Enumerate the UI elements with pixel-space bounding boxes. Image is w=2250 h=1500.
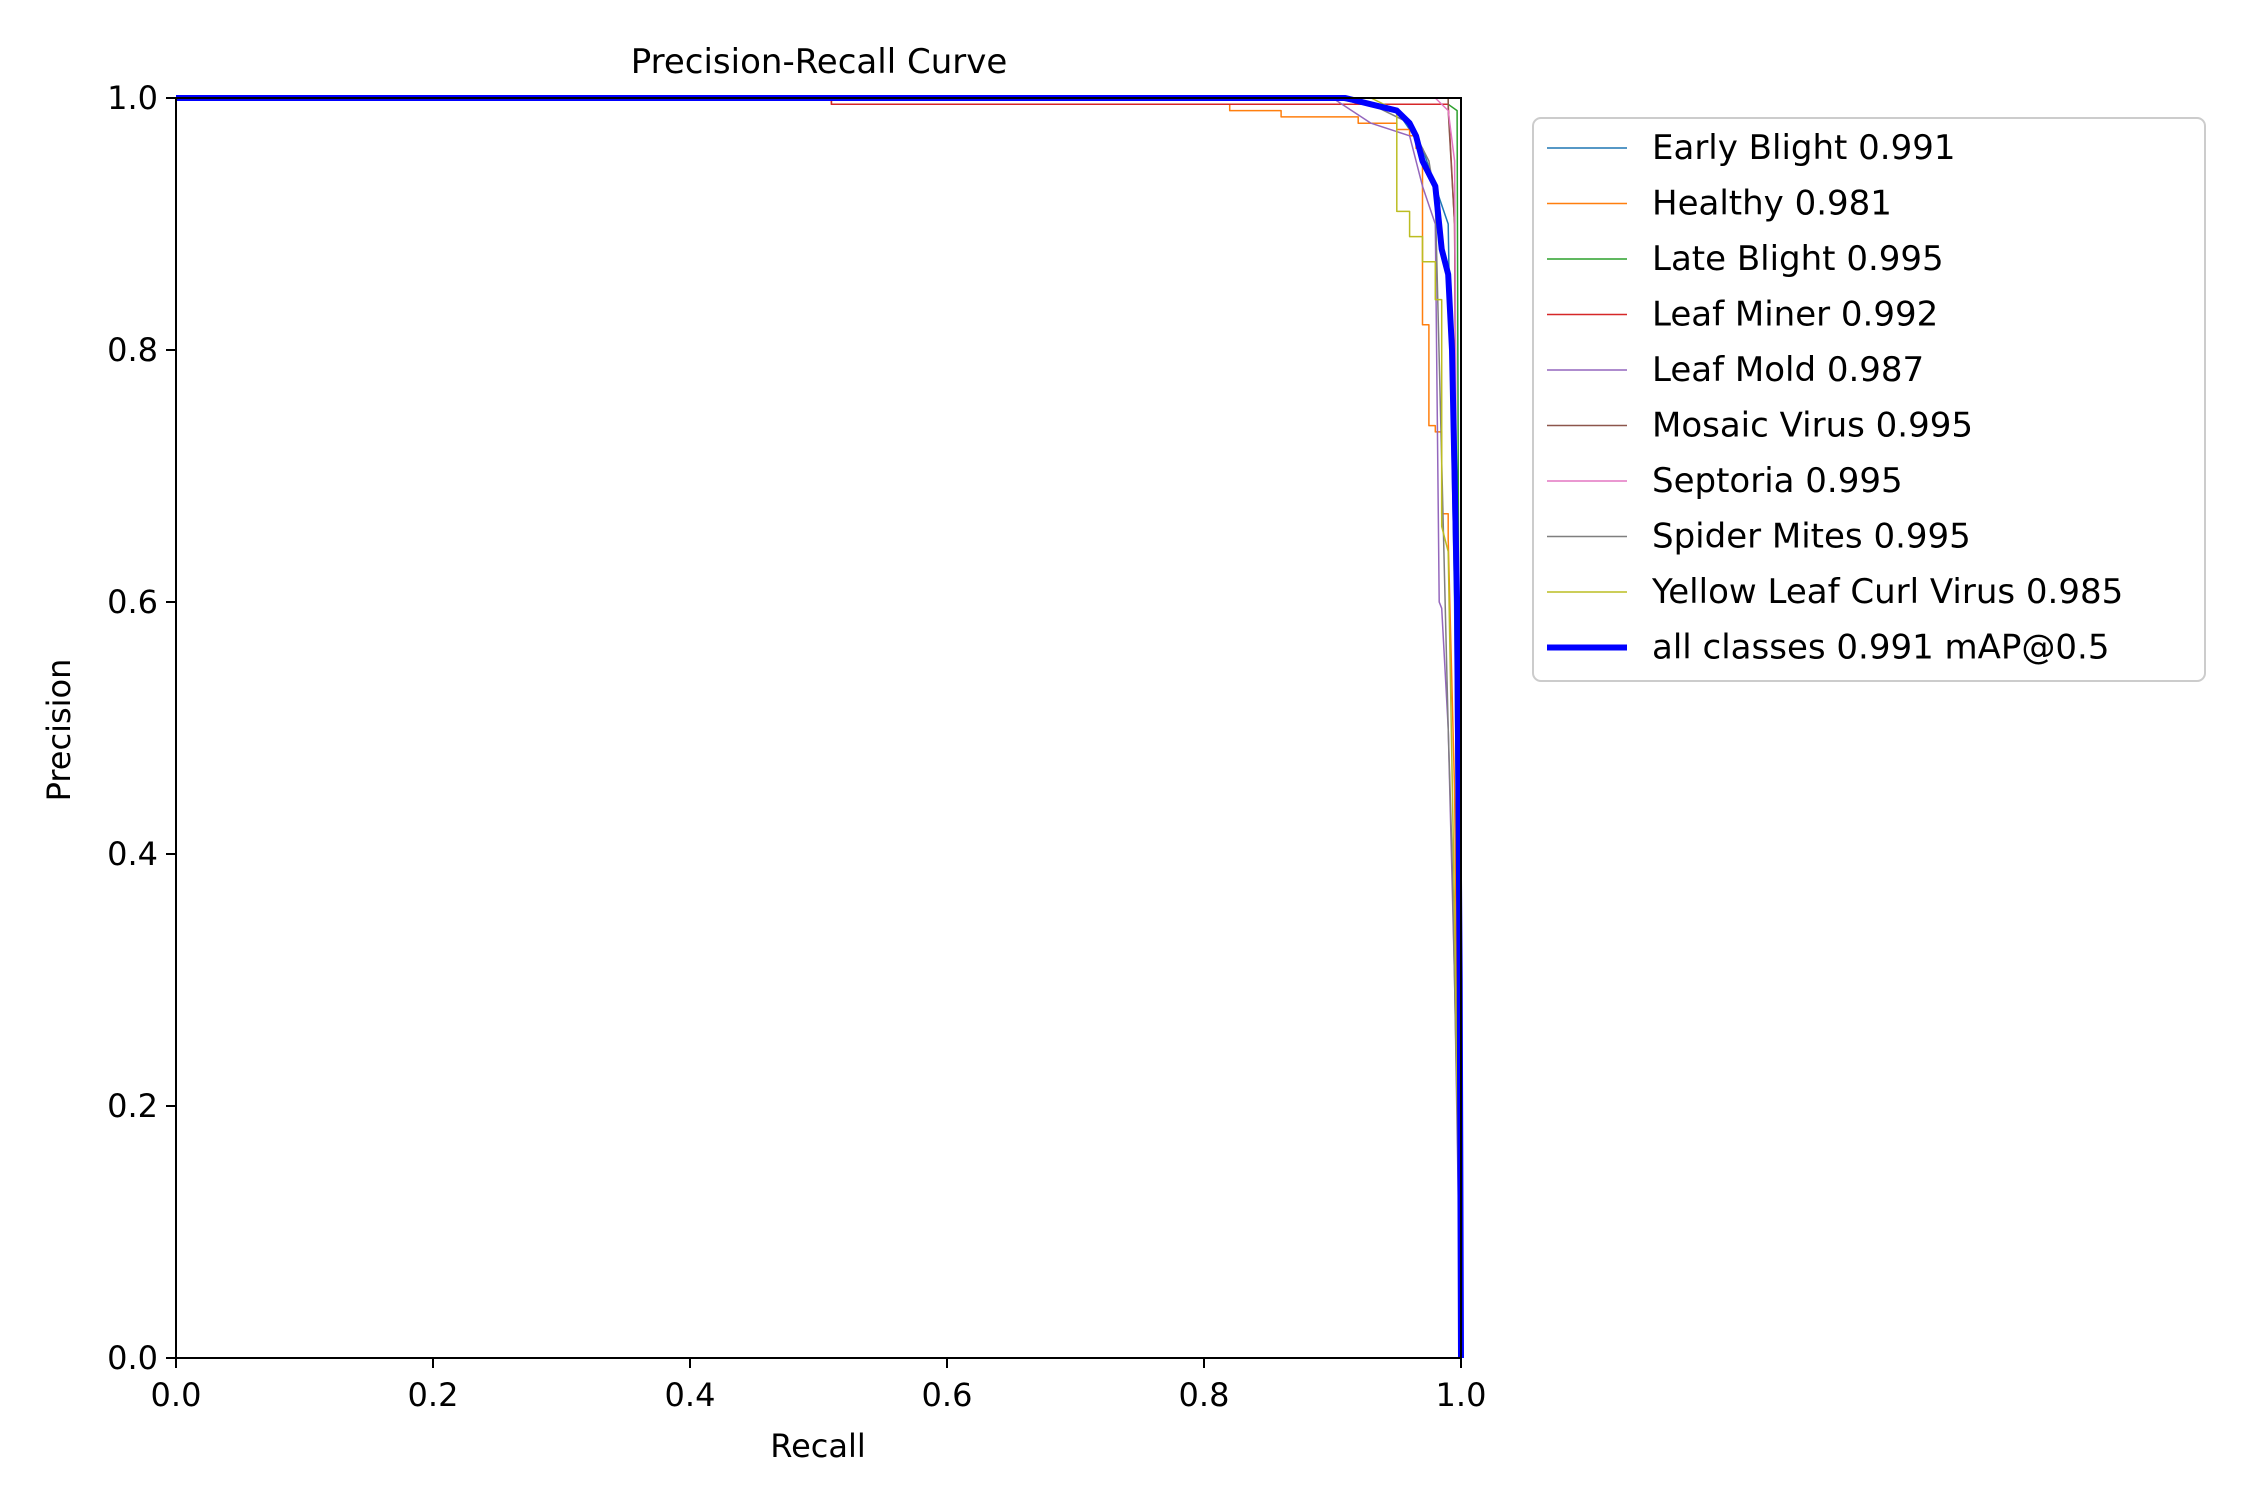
x-tick-label: 0.0: [151, 1376, 202, 1414]
chart-title: Precision-Recall Curve: [631, 42, 1008, 82]
y-axis-ticks: 0.0 0.2 0.4 0.6 0.8 1.0: [107, 79, 176, 1377]
x-tick-label: 0.2: [408, 1376, 459, 1414]
series-line-9: [176, 97, 1462, 1359]
legend-label-6: Mosaic Virus 0.995: [1652, 406, 1973, 446]
x-axis-label: Recall: [770, 1427, 865, 1465]
plot-frame: [175, 97, 1462, 1359]
y-tick-label: 1.0: [107, 79, 158, 117]
plot-area: [175, 95, 1464, 1359]
y-tick-label: 0.4: [107, 835, 158, 873]
legend: Early Blight 0.991 Healthy 0.981 Late Blig…: [1532, 117, 2206, 682]
y-tick-label: 0.2: [107, 1087, 158, 1125]
legend-label-5: Leaf Mold 0.987: [1652, 350, 1924, 390]
legend-label-1: Early Blight 0.991: [1652, 128, 1956, 168]
legend-label-2: Healthy 0.981: [1652, 184, 1892, 224]
legend-items: Early Blight 0.991 Healthy 0.981 Late Blig…: [1547, 128, 2123, 668]
x-tick-label: 1.0: [1436, 1376, 1487, 1414]
y-axis-label: Precision: [40, 659, 78, 802]
x-tick-label: 0.8: [1179, 1376, 1230, 1414]
x-axis-ticks: 0.0 0.2 0.4 0.6 0.8 1.0: [151, 1358, 1487, 1414]
y-tick-label: 0.6: [107, 583, 158, 621]
legend-label-8: Spider Mites 0.995: [1652, 517, 1971, 557]
y-tick-label: 0.0: [107, 1339, 158, 1377]
legend-label-4: Leaf Miner 0.992: [1652, 295, 1938, 335]
series-line-10: [176, 95, 1464, 1359]
x-tick-label: 0.4: [665, 1376, 716, 1414]
plot-background: [176, 98, 1461, 1358]
legend-label-10: all classes 0.991 mAP@0.5: [1652, 628, 2109, 668]
legend-label-9: Yellow Leaf Curl Virus 0.985: [1651, 572, 2123, 612]
legend-box: [1532, 117, 2206, 682]
legend-label-7: Septoria 0.995: [1652, 461, 1903, 501]
x-tick-label: 0.6: [922, 1376, 973, 1414]
y-tick-label: 0.8: [107, 331, 158, 369]
legend-label-3: Late Blight 0.995: [1652, 239, 1944, 279]
